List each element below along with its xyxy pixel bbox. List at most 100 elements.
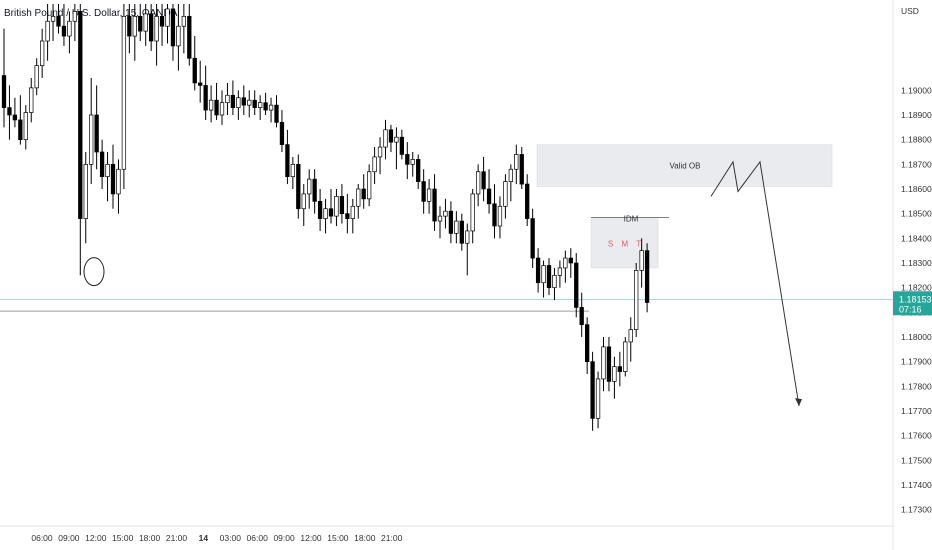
candle-body [552, 274, 557, 289]
price-tag-box [893, 291, 932, 316]
candle-body [328, 208, 334, 217]
candle-body [514, 154, 519, 170]
time-tick-label: 14 [199, 533, 209, 543]
projection-path [710, 160, 800, 407]
candle-body [448, 210, 454, 234]
candle-body [508, 168, 513, 182]
candle-body [247, 99, 252, 106]
candle-body [132, 15, 137, 37]
candle-body [437, 215, 443, 222]
time-tick-label: 06:00 [31, 533, 53, 543]
candle-body [644, 250, 650, 303]
candle-body [367, 171, 372, 200]
candle-body [236, 97, 241, 108]
price-axis: USD 1.19000 1.18900 1.18800 1.18700 1.18600 1.… [892, 0, 932, 550]
candle-body [149, 13, 154, 42]
candle-body [7, 107, 12, 116]
candle-body [67, 20, 72, 37]
candle-body [541, 265, 546, 284]
price-tick-label: 1.18000 [901, 332, 932, 342]
candle-body [481, 171, 486, 190]
idm-label: IDM [624, 214, 639, 223]
candle-body [83, 163, 88, 219]
candle-body [94, 114, 99, 153]
price-tick-label: 1.17600 [901, 431, 932, 441]
candle-body [121, 15, 127, 170]
price-tick-label: 1.17900 [901, 357, 932, 367]
price-tick-label: 1.17500 [901, 455, 932, 465]
price-tag-value: 1.18153 [899, 294, 932, 304]
candle-body [617, 366, 622, 372]
time-tick-label: 15:00 [327, 533, 349, 543]
time-tick-label: 12:00 [300, 533, 322, 543]
candle-body [486, 188, 492, 205]
candle-body [50, 15, 56, 22]
candle-series [1, 4, 650, 431]
candle-body [416, 159, 421, 182]
candle-body [181, 15, 187, 27]
price-tick-label: 1.18500 [901, 209, 932, 219]
candle-body [372, 156, 377, 173]
candle-body [89, 114, 94, 165]
candle-body [606, 346, 612, 382]
candle-body [208, 99, 214, 111]
annotation-levels: IDM [0, 214, 893, 312]
candle-body [394, 136, 399, 143]
candle-body [492, 203, 497, 227]
price-tick-label: 1.18900 [901, 110, 932, 120]
candle-body [356, 188, 361, 207]
candle-body [72, 11, 78, 22]
time-tick-label: 09:00 [273, 533, 295, 543]
candle-body [23, 112, 28, 141]
price-tick-label: 1.18800 [901, 135, 932, 145]
candle-body [465, 230, 470, 244]
candle-body [176, 25, 181, 47]
candle-body [623, 341, 628, 372]
candle-body [612, 366, 617, 382]
candle-body [214, 99, 219, 116]
candle-body [116, 168, 121, 195]
time-tick-label: 06:00 [247, 533, 269, 543]
time-tick-label: 21:00 [381, 533, 403, 543]
candle-body [503, 181, 508, 207]
candle-body [290, 163, 295, 178]
candle-body [579, 307, 584, 326]
currency-label: USD [901, 6, 919, 16]
candle-body [546, 265, 552, 289]
candle-body [525, 183, 530, 219]
candle-body [154, 15, 159, 42]
zone-valid-ob [536, 144, 833, 187]
candle-body [568, 257, 573, 264]
candle-body [459, 220, 464, 244]
zone-label: Valid OB [670, 162, 701, 171]
candle-body [339, 196, 345, 215]
candle-body [350, 205, 355, 219]
price-tick-label: 1.18400 [901, 233, 932, 243]
candle-body [535, 257, 541, 284]
time-tick-label: 18:00 [139, 533, 161, 543]
annotation-overlay [83, 160, 802, 407]
candle-body [45, 20, 50, 42]
time-axis: 06:00 09:00 12:00 15:00 18:00 21:00 14 03:00 06:… [0, 525, 893, 543]
candle-body [628, 329, 633, 343]
candle-body [563, 257, 568, 269]
candle-body [61, 25, 67, 37]
candle-body [258, 102, 263, 108]
price-tick-label: 1.19000 [901, 85, 932, 95]
candle-body [39, 40, 45, 67]
candle-body [29, 87, 34, 113]
highlight-circle [83, 257, 105, 287]
price-tick-label: 1.17800 [901, 381, 932, 391]
candle-body [187, 15, 192, 59]
candle-body [584, 324, 590, 363]
zone-label: S M T [608, 239, 644, 248]
annotation-zones: Valid OB S M T [536, 144, 833, 269]
time-tick-label: 03:00 [220, 533, 242, 543]
candle-body [634, 270, 639, 330]
chart-title: British Pound / U.S. Dollar, 15, OANDA [4, 8, 178, 19]
candle-body [377, 146, 383, 158]
candle-body [268, 104, 274, 111]
candle-body [383, 129, 388, 148]
candle-body [279, 122, 285, 145]
